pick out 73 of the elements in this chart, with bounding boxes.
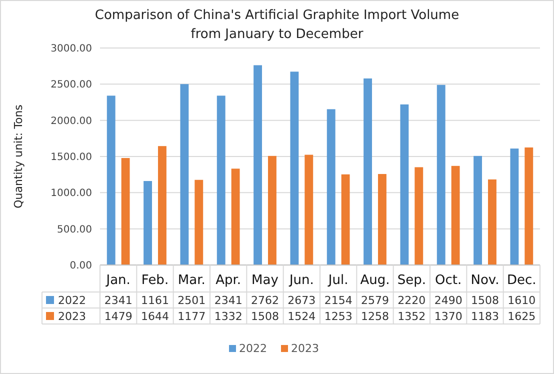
data-label: 2341: [214, 294, 242, 307]
data-label: 1177: [178, 310, 206, 323]
data-label: 1508: [471, 294, 499, 307]
data-label: 1253: [324, 310, 352, 323]
bar: [268, 156, 276, 265]
bar: [194, 180, 204, 265]
y-tick-label: 2500.00: [50, 80, 92, 91]
x-tick-label: May: [252, 273, 279, 288]
data-label: 1352: [398, 310, 426, 323]
data-label: 2220: [398, 294, 426, 307]
x-tick-label: Apr.: [216, 273, 242, 288]
chart-title: Comparison of China's Artificial Graphite Import Volume from January to December: [94, 8, 460, 42]
x-tick-label: Aug.: [360, 273, 390, 288]
data-label: 2341: [104, 294, 132, 307]
x-tick-label: Jul.: [327, 273, 348, 288]
bar: [254, 65, 262, 265]
bar: [180, 84, 189, 265]
bar: [231, 168, 240, 265]
y-tick-label: 1000.00: [50, 188, 92, 200]
bar: [106, 96, 116, 265]
x-tick-label: Sep.: [397, 273, 426, 288]
data-label: 1370: [434, 310, 462, 323]
data-label: 1258: [361, 310, 389, 323]
data-label: 2579: [361, 294, 389, 307]
bar: [474, 156, 482, 265]
data-label: 1524: [288, 310, 316, 323]
y-tick-label: 0.00: [70, 260, 92, 272]
text: 2023: [291, 342, 319, 355]
bar: [121, 158, 130, 265]
x-tick-label: Mar.: [178, 273, 206, 288]
bar: [216, 96, 226, 265]
bar: [414, 167, 424, 265]
data-label: 2501: [178, 294, 206, 307]
bar: [451, 166, 460, 265]
data-label: 1183: [471, 310, 499, 323]
bar: [400, 104, 409, 265]
data-label: 1644: [141, 310, 169, 323]
bar: [144, 181, 152, 265]
bar: [378, 174, 386, 265]
data-label: 1610: [508, 294, 536, 307]
bar: [436, 84, 446, 265]
x-tick-label: Dec.: [507, 273, 536, 288]
bar: [290, 72, 299, 265]
bar: [488, 179, 496, 265]
x-tick-label: Feb.: [141, 273, 169, 288]
bar: [524, 147, 534, 265]
y-tick-label: 500.00: [57, 224, 92, 236]
data-label: 1508: [251, 310, 279, 323]
data-label: 2673: [288, 294, 316, 307]
x-tick-label: Nov.: [470, 273, 500, 288]
y-axis-title: Quantity unit: Tons: [12, 104, 25, 208]
data-label: 1332: [214, 310, 242, 323]
legend-label: 2022: [58, 294, 86, 307]
data-label: 1479: [104, 310, 132, 323]
data-label: 2762: [251, 294, 279, 307]
data-label: 1161: [141, 294, 169, 307]
bar: [326, 109, 336, 265]
legend-label: 2023: [58, 310, 86, 323]
bar: [364, 78, 372, 265]
bar: [304, 154, 314, 265]
bar: [341, 174, 350, 265]
y-tick-label: 2000.00: [50, 116, 92, 127]
data-label: 2490: [434, 294, 462, 307]
bar: [510, 148, 519, 265]
y-tick-label: 3000.00: [50, 44, 92, 54]
text: 2022: [239, 342, 267, 355]
data-label: 2154: [324, 294, 352, 307]
data-label: 1625: [508, 310, 536, 323]
x-tick-label: Oct.: [435, 273, 462, 288]
x-tick-label: Jan.: [105, 273, 130, 288]
bar: [158, 146, 166, 265]
y-tick-label: 1500.00: [50, 152, 92, 163]
x-tick-label: Jun.: [288, 273, 314, 288]
